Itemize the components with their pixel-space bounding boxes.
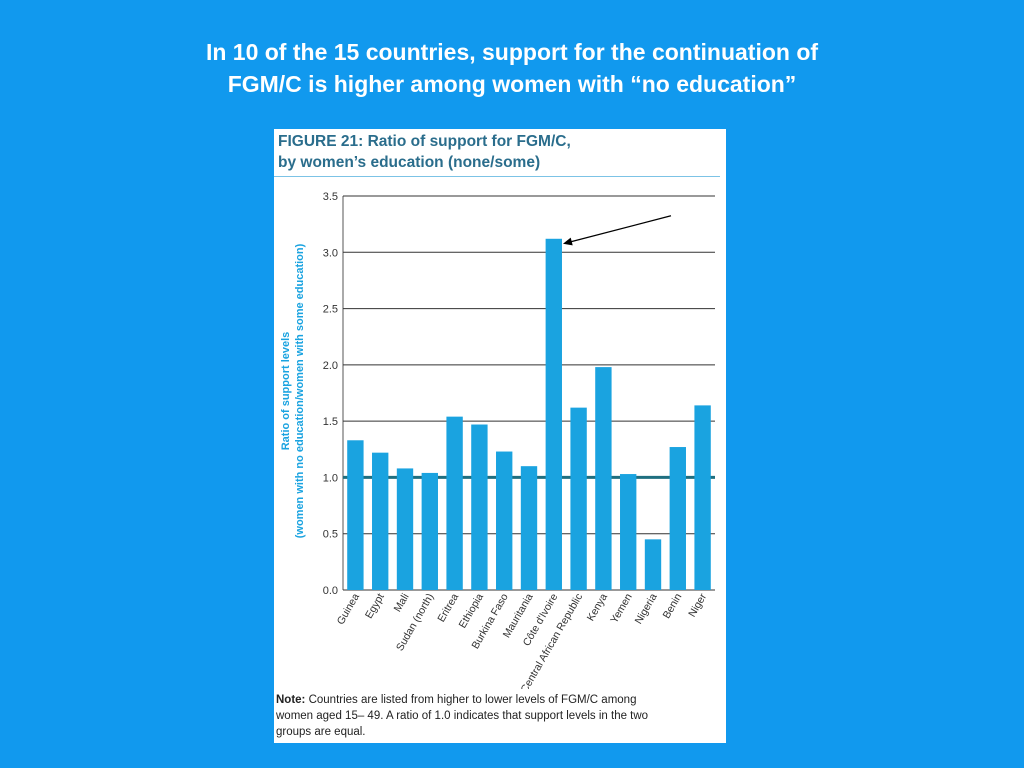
x-tick-label: Benin [661, 591, 685, 620]
bar [669, 447, 686, 590]
annotation-arrow-head [562, 237, 573, 246]
x-tick-label: Niger [686, 591, 709, 619]
x-tick-label: Guinea [335, 591, 362, 626]
x-tick-label: Egypt [363, 591, 387, 620]
note-label: Note: [276, 694, 306, 706]
x-tick-label: Eritrea [435, 591, 461, 624]
bar [347, 440, 364, 590]
y-tick-labels: 0.0 0.5 1.0 1.5 2.0 2.5 3.0 3.5 [323, 191, 338, 597]
y-axis-label-line-2: (women with no education/women with some… [294, 243, 306, 538]
bar [520, 466, 538, 590]
figure-note: Note: Countries are listed from higher t… [276, 692, 722, 740]
y-tick-label: 1.0 [323, 472, 338, 484]
bar [545, 238, 562, 590]
figure-title-line-1: FIGURE 21: Ratio of support for FGM/C, [278, 133, 571, 150]
slide-title-line-2: FGM/C is higher among women with “no edu… [227, 71, 797, 97]
y-tick-label: 2.0 [323, 360, 338, 372]
x-tick-label: Yemen [608, 591, 635, 625]
bar [620, 474, 637, 590]
slide-title-line-1: In 10 of the 15 countries, support for t… [205, 39, 819, 65]
bar [595, 367, 612, 590]
slide-title: In 10 of the 15 countries, support for t… [62, 36, 962, 100]
bar [372, 452, 389, 590]
bar-chart: Ratio of support levels (women with no e… [280, 191, 715, 689]
bar [694, 405, 711, 590]
figure-title: FIGURE 21: Ratio of support for FGM/C, b… [278, 131, 718, 173]
y-tick-label: 0.0 [323, 585, 338, 597]
y-tick-label: 3.0 [323, 247, 338, 259]
bar [644, 539, 662, 590]
x-tick-label: Mali [392, 592, 412, 615]
bars [347, 238, 711, 590]
bar [421, 472, 438, 590]
y-tick-label: 2.5 [323, 304, 338, 316]
bar [446, 416, 463, 590]
bar [570, 407, 587, 590]
y-tick-label: 3.5 [323, 191, 338, 203]
note-line-1: Countries are listed from higher to lowe… [305, 694, 637, 706]
note-line-2: women aged 15– 49. A ratio of 1.0 indica… [276, 710, 649, 722]
figure-title-rule [274, 176, 720, 177]
y-tick-label: 0.5 [323, 529, 338, 541]
y-tick-label: 1.5 [323, 416, 338, 428]
figure-title-line-2: by women’s education (none/some) [278, 154, 541, 171]
y-axis-label-group: Ratio of support levels (women with no e… [280, 243, 306, 538]
bar [496, 451, 513, 590]
x-tick-label: Nigeria [633, 591, 660, 626]
bar [396, 468, 414, 590]
figure-panel: FIGURE 21: Ratio of support for FGM/C, b… [274, 129, 726, 743]
annotation [562, 215, 672, 246]
note-line-3: groups are equal. [276, 726, 366, 738]
bar [471, 424, 488, 590]
x-tick-label: Kenya [585, 591, 610, 623]
annotation-arrow-shaft [568, 215, 672, 243]
y-axis-label-line-1: Ratio of support levels [280, 332, 292, 451]
